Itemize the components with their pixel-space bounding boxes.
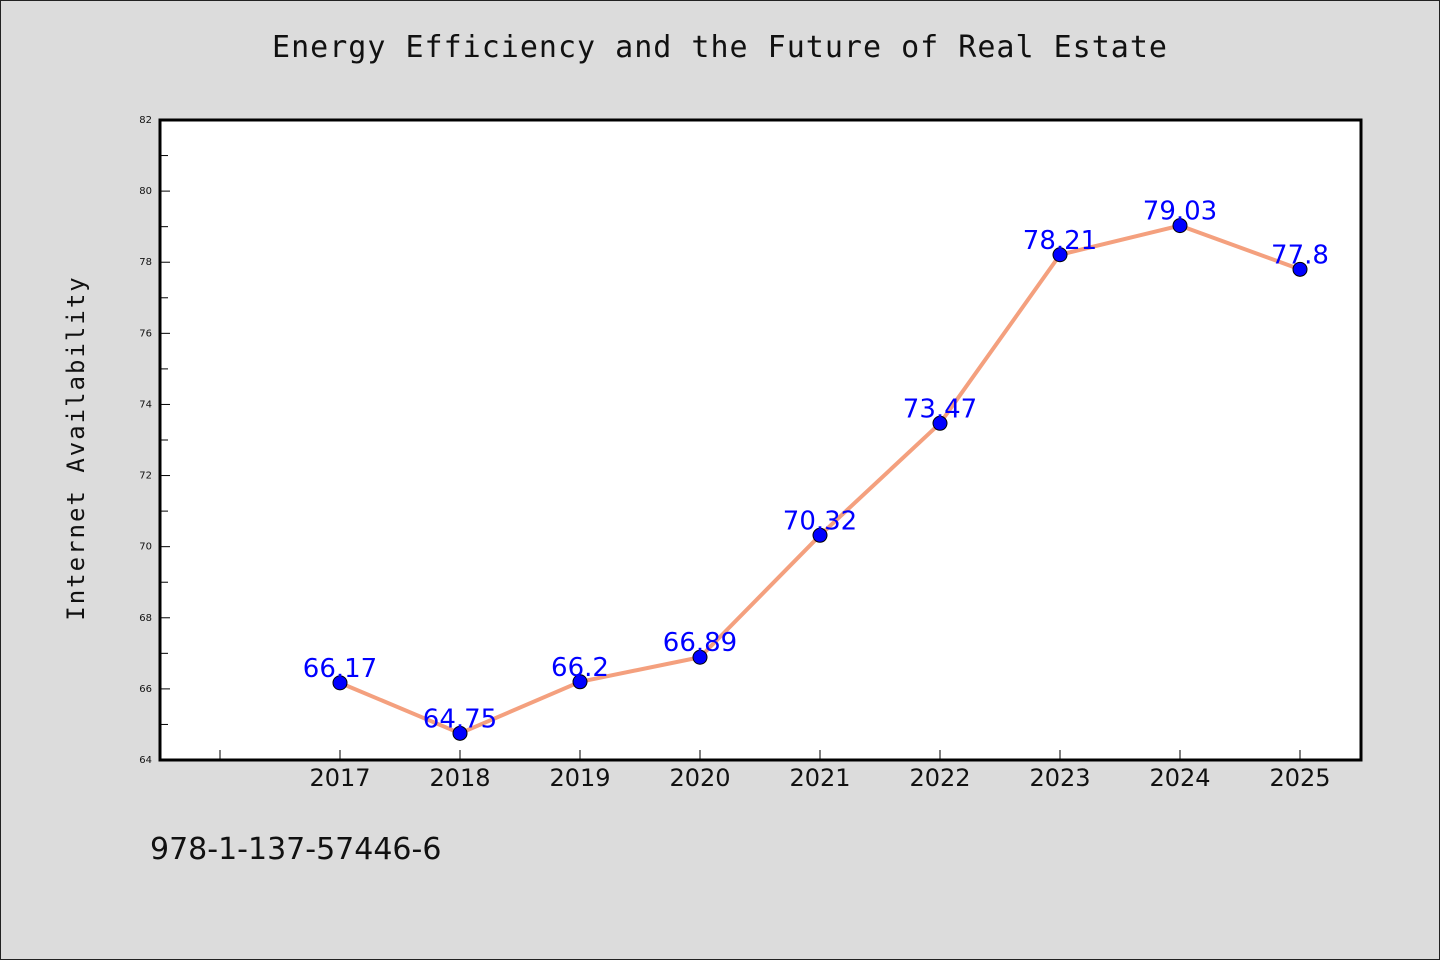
plot-area [158, 118, 1363, 762]
data-label: 70.32 [783, 506, 857, 536]
data-point [1292, 261, 1308, 277]
data-point [1172, 218, 1188, 234]
y-ticks: 64 66 68 70 72 74 76 78 80 82 [139, 115, 170, 766]
x-tick-label: 2019 [549, 764, 610, 792]
y-tick-label: 76 [139, 328, 152, 339]
x-tick-label: 2017 [309, 764, 370, 792]
y-tick-label: 64 [139, 755, 152, 766]
y-tick-label: 82 [139, 115, 152, 126]
data-label: 66.89 [663, 628, 737, 658]
footnote-isbn: 978-1-137-57446-6 [150, 832, 442, 867]
x-tick-label: 2022 [909, 764, 970, 792]
data-label: 79.03 [1143, 197, 1217, 227]
data-point [692, 649, 708, 665]
data-label: 78.21 [1023, 226, 1097, 256]
data-point [812, 527, 828, 543]
data-point [1052, 247, 1068, 263]
y-tick-label: 80 [139, 186, 152, 197]
data-point [452, 725, 468, 741]
data-point [572, 674, 588, 690]
data-label: 77.8 [1271, 240, 1329, 270]
y-tick-label: 68 [139, 613, 152, 624]
data-point [932, 415, 948, 431]
x-tick-label: 2020 [669, 764, 730, 792]
data-label: 73.47 [903, 394, 977, 424]
y-tick-label: 78 [139, 257, 152, 268]
y-tick-label: 72 [139, 471, 152, 482]
data-label: 66.17 [303, 654, 377, 684]
y-tick-label: 70 [139, 542, 152, 553]
y-tick-label: 74 [139, 399, 152, 410]
x-tick-label: 2021 [789, 764, 850, 792]
data-label: 66.2 [551, 653, 609, 683]
x-tick-label: 2018 [429, 764, 490, 792]
data-label: 64.75 [423, 704, 497, 734]
x-tick-label: 2023 [1029, 764, 1090, 792]
y-tick-label: 66 [139, 684, 152, 695]
chart-title: Energy Efficiency and the Future of Real… [272, 30, 1168, 65]
series-group: 66.17 64.75 66.2 66.89 70.32 73.47 78.21 79.03 7… [303, 197, 1329, 741]
data-point [332, 675, 348, 691]
x-tick-label: 2024 [1149, 764, 1210, 792]
x-tick-label: 2025 [1269, 764, 1330, 792]
x-ticks: 2017 2018 2019 2020 2021 2022 2023 2024 2025 [219, 750, 1331, 792]
